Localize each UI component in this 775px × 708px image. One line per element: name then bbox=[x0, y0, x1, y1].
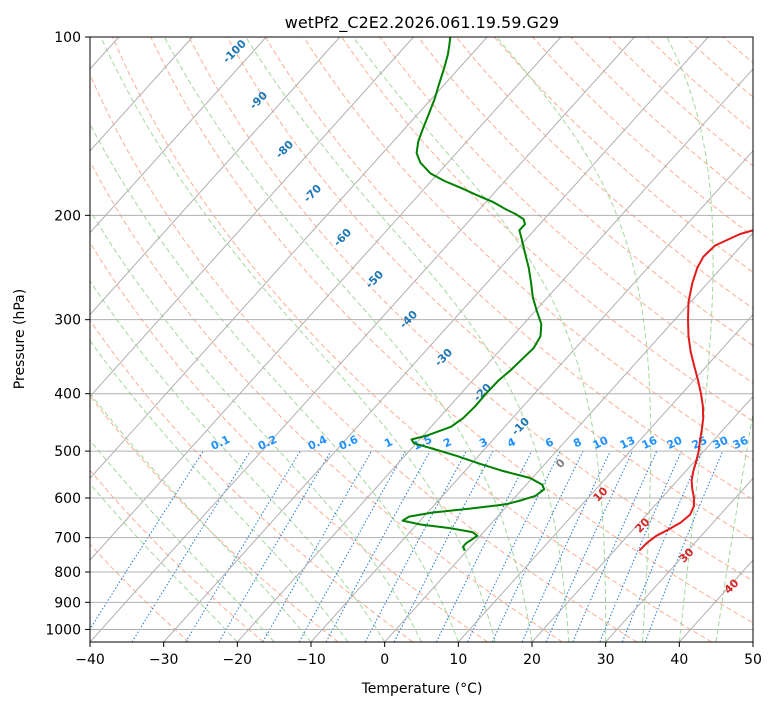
dry-adiabat-line bbox=[417, 37, 753, 347]
mixing-ratio-line bbox=[364, 450, 467, 642]
mixing-ratio-line bbox=[621, 450, 703, 642]
dry-adiabat-line bbox=[188, 37, 753, 582]
dry-adiabat-line bbox=[90, 73, 638, 642]
x-axis-title: Temperature (°C) bbox=[361, 681, 483, 697]
mixing-ratio-label: 16 bbox=[640, 434, 660, 452]
y-tick-label: 600 bbox=[54, 491, 81, 507]
dry-adiabat-line bbox=[90, 160, 563, 642]
isotherm-line bbox=[90, 37, 267, 234]
dewpoint-profile-line bbox=[401, 37, 546, 551]
x-tick-label: −10 bbox=[296, 652, 326, 668]
y-tick-label: 500 bbox=[54, 444, 81, 460]
x-tick-label: 0 bbox=[380, 652, 389, 668]
mixing-ratio-line bbox=[545, 450, 633, 642]
dry-adiabat-line bbox=[303, 37, 753, 461]
x-tick-label: 30 bbox=[597, 652, 615, 668]
dry-adiabat-line bbox=[150, 37, 753, 624]
x-tick-label: 40 bbox=[670, 652, 688, 668]
dry-adiabat-line bbox=[455, 37, 753, 310]
moist-adiabat-line bbox=[90, 392, 312, 642]
x-tick-label: −30 bbox=[149, 652, 179, 668]
plot-frame bbox=[89, 36, 754, 643]
isotherm-line bbox=[531, 395, 753, 642]
moist-adiabat-line bbox=[666, 37, 714, 642]
mixing-ratio-line bbox=[491, 450, 584, 642]
x-tick-label: −20 bbox=[223, 652, 253, 668]
mixing-ratio-line bbox=[325, 450, 431, 642]
isotherm-line bbox=[457, 313, 753, 642]
isotherm-line bbox=[90, 37, 635, 642]
y-axis: 100 200 300 400 500 600 700 800 900 1000 bbox=[45, 30, 90, 638]
mixing-ratio-line bbox=[435, 450, 533, 642]
moist-adiabat-line bbox=[245, 37, 570, 642]
mixing-ratio-label: 13 bbox=[618, 434, 637, 452]
dry-adiabat-line bbox=[90, 394, 339, 642]
temperature-profile-line bbox=[639, 229, 753, 551]
mixing-ratio-line bbox=[521, 450, 611, 642]
y-tick-label: 700 bbox=[54, 531, 81, 547]
y-tick-label: 200 bbox=[54, 208, 81, 224]
moist-adiabat-line bbox=[496, 37, 652, 642]
y-tick-label: 300 bbox=[54, 313, 81, 329]
chart-title: wetPf2_C2E2.2026.061.19.59.G29 bbox=[285, 13, 559, 33]
isotherm-line bbox=[236, 68, 753, 642]
dry-adiabat-line bbox=[90, 469, 264, 642]
moist-adiabat-line bbox=[352, 37, 607, 642]
isotherm-line bbox=[90, 37, 414, 398]
dry-adiabat-line bbox=[90, 241, 488, 642]
isotherm-line bbox=[310, 150, 753, 642]
y-tick-label: 100 bbox=[54, 30, 81, 46]
mixing-ratio-label: 30 bbox=[711, 434, 731, 452]
mixing-ratio-label: 36 bbox=[731, 434, 751, 452]
x-tick-label: −40 bbox=[75, 652, 105, 668]
mixing-ratio-line bbox=[298, 450, 406, 642]
moist-adiabat-line bbox=[715, 410, 753, 642]
isotherm-line bbox=[605, 477, 753, 642]
dry-adiabat-line bbox=[264, 37, 753, 501]
mixing-ratio-line bbox=[644, 450, 724, 642]
mixing-ratio-line bbox=[393, 450, 494, 642]
x-tick-label: 20 bbox=[523, 652, 541, 668]
mixing-ratio-label: 10 bbox=[591, 434, 611, 452]
y-tick-label: 1000 bbox=[45, 622, 81, 638]
moist-adiabat-line bbox=[90, 123, 459, 642]
mixing-ratio-line bbox=[131, 450, 251, 642]
moist-adiabat-line bbox=[90, 483, 238, 642]
isotherm-line bbox=[90, 37, 488, 480]
isotherm-line bbox=[384, 231, 753, 642]
mixing-ratio-label: 20 bbox=[665, 434, 685, 452]
y-tick-label: 400 bbox=[54, 387, 81, 403]
plot-area: -100-90-80-70-60-50-40-30-20-10010203040… bbox=[90, 37, 753, 642]
moist-adiabat-line bbox=[90, 439, 275, 642]
mixing-ratio-line bbox=[185, 450, 301, 642]
moist-adiabat-line bbox=[100, 37, 496, 642]
isotherm-line bbox=[90, 37, 193, 152]
mixing-ratio-line bbox=[599, 450, 682, 642]
isotherm-line bbox=[163, 37, 709, 642]
x-axis: −40 −30 −20 −10 0 10 20 30 40 50 bbox=[75, 642, 762, 668]
isotherm-line bbox=[90, 37, 562, 561]
dry-adiabat-line bbox=[341, 37, 753, 422]
y-tick-label: 900 bbox=[54, 595, 81, 611]
x-tick-label: 10 bbox=[449, 652, 467, 668]
mixing-ratio-line bbox=[90, 450, 204, 630]
y-tick-label: 800 bbox=[54, 565, 81, 581]
x-tick-label: 50 bbox=[744, 652, 762, 668]
isotherm-line bbox=[90, 37, 341, 316]
moist-adiabat-line bbox=[163, 37, 533, 642]
y-axis-title: Pressure (hPa) bbox=[12, 289, 28, 389]
mixing-ratio-line bbox=[572, 450, 658, 642]
